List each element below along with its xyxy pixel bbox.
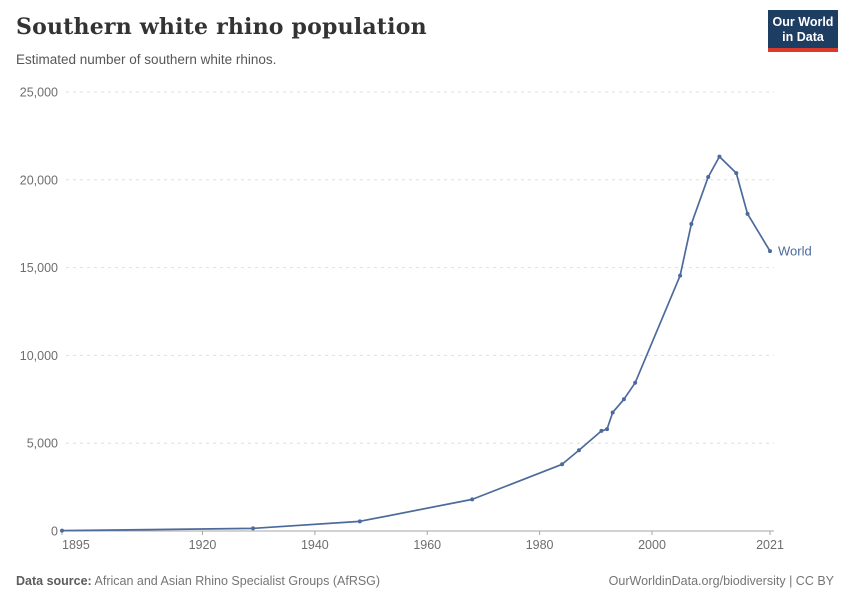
data-point-2017[interactable] xyxy=(745,211,750,216)
data-point-1968[interactable] xyxy=(470,497,475,502)
data-point-2012[interactable] xyxy=(717,154,722,159)
credit-link[interactable]: OurWorldinData.org/biodiversity | CC BY xyxy=(608,574,834,588)
x-tick-label: 1895 xyxy=(62,538,90,552)
y-tick-label: 15,000 xyxy=(20,261,58,275)
data-source-label: Data source: xyxy=(16,574,92,588)
y-tick-label: 10,000 xyxy=(20,349,58,363)
data-point-1995[interactable] xyxy=(621,397,626,402)
owid-logo[interactable]: Our World in Data xyxy=(768,10,838,52)
y-tick-label: 20,000 xyxy=(20,173,58,187)
y-tick-label: 0 xyxy=(51,525,58,539)
data-point-1948[interactable] xyxy=(357,519,362,524)
x-tick-label: 2000 xyxy=(638,538,666,552)
owid-logo-line1: Our World xyxy=(772,15,834,29)
x-tick-label: 1960 xyxy=(413,538,441,552)
data-source: Data source: African and Asian Rhino Spe… xyxy=(16,574,380,588)
data-point-2015[interactable] xyxy=(734,171,739,176)
data-source-text: African and Asian Rhino Specialist Group… xyxy=(91,574,381,588)
data-point-2005[interactable] xyxy=(678,273,683,278)
data-point-2007[interactable] xyxy=(689,222,694,227)
x-tick-label: 1920 xyxy=(189,538,217,552)
y-tick-label: 5,000 xyxy=(27,437,58,451)
population-line xyxy=(61,155,771,532)
data-point-1993[interactable] xyxy=(610,410,615,415)
data-point-1997[interactable] xyxy=(633,380,638,385)
data-point-2010[interactable] xyxy=(706,174,711,179)
x-tick-label: 2021 xyxy=(756,538,784,552)
y-tick-label: 25,000 xyxy=(20,86,58,100)
x-tick-label: 1940 xyxy=(301,538,329,552)
data-point-1992[interactable] xyxy=(605,427,610,432)
data-point-1929[interactable] xyxy=(251,526,256,531)
chart-title: Southern white rhino population xyxy=(16,14,427,40)
chart-footer: Data source: African and Asian Rhino Spe… xyxy=(16,574,834,588)
chart-subtitle: Estimated number of southern white rhino… xyxy=(16,52,277,67)
owid-logo-line2: in Data xyxy=(782,30,824,44)
x-tick-label: 1980 xyxy=(526,538,554,552)
data-point-1895[interactable] xyxy=(60,528,64,533)
series-end-label: World xyxy=(778,244,812,259)
data-point-1991[interactable] xyxy=(599,428,604,433)
data-point-2021[interactable] xyxy=(768,249,772,254)
data-point-1987[interactable] xyxy=(576,448,581,453)
data-point-1984[interactable] xyxy=(560,462,565,467)
